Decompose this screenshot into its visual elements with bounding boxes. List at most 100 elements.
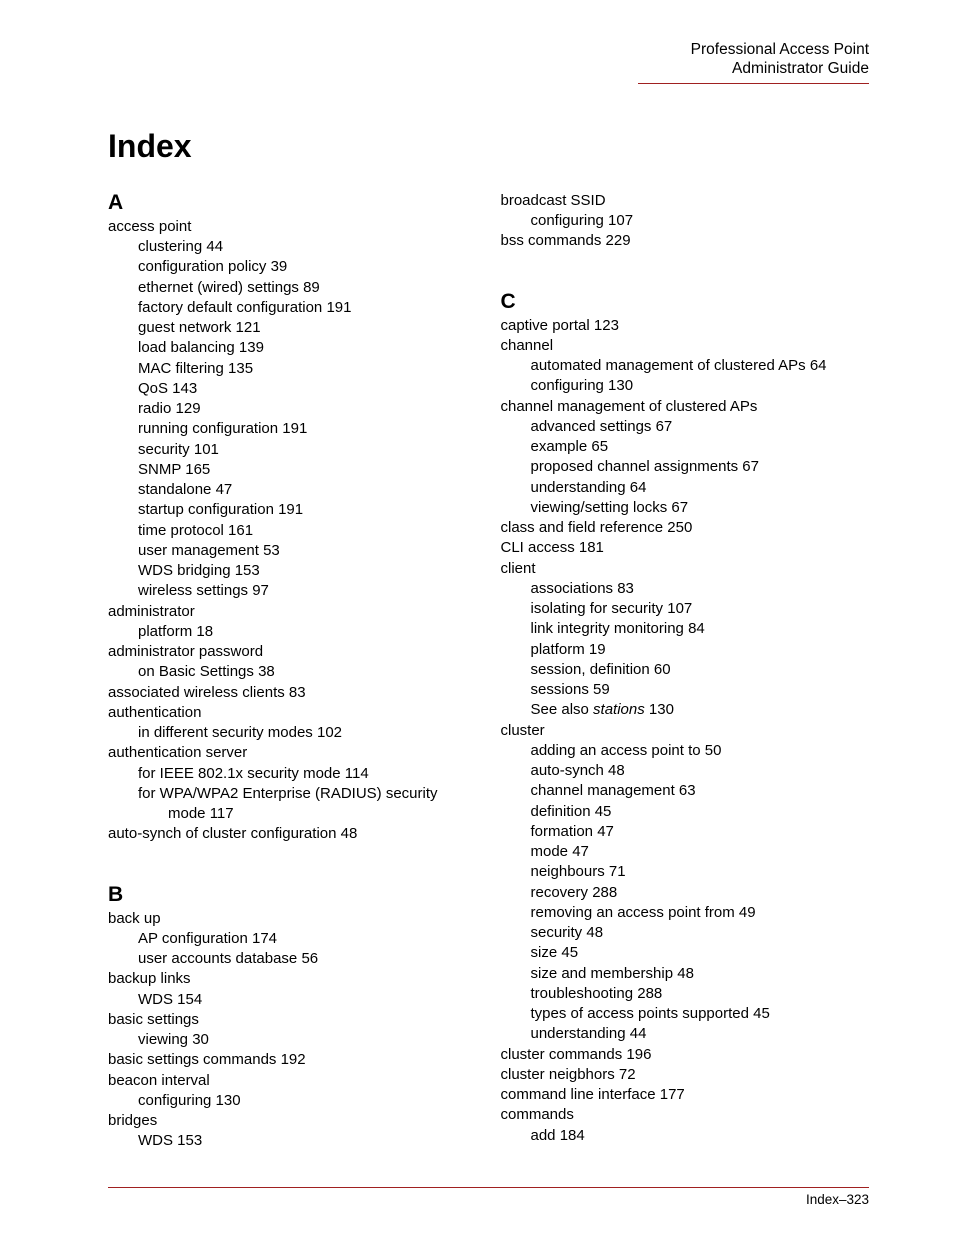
index-entry: configuring 107 <box>501 211 870 231</box>
index-entry: troubleshooting 288 <box>501 984 870 1004</box>
index-entry: time protocol 161 <box>108 521 477 541</box>
index-entry: platform 19 <box>501 640 870 660</box>
index-entry: size 45 <box>501 943 870 963</box>
index-entry: QoS 143 <box>108 379 477 399</box>
index-entry: channel <box>501 336 870 356</box>
index-entry: auto-synch 48 <box>501 761 870 781</box>
index-entry: cluster <box>501 721 870 741</box>
index-column: Aaccess pointclustering 44configuration … <box>108 191 477 1152</box>
index-entry: proposed channel assignments 67 <box>501 457 870 477</box>
index-entry: link integrity monitoring 84 <box>501 619 870 639</box>
index-entry: authentication server <box>108 743 477 763</box>
index-entry: WDS 154 <box>108 990 477 1010</box>
page-header: Professional Access Point Administrator … <box>108 40 869 79</box>
index-entry: for IEEE 802.1x security mode 114 <box>108 764 477 784</box>
index-entry: backup links <box>108 969 477 989</box>
index-entry: standalone 47 <box>108 480 477 500</box>
index-entry: size and membership 48 <box>501 964 870 984</box>
index-entry: configuring 130 <box>108 1091 477 1111</box>
index-entry: class and field reference 250 <box>501 518 870 538</box>
index-entry: recovery 288 <box>501 883 870 903</box>
index-entry: CLI access 181 <box>501 538 870 558</box>
index-column: broadcast SSIDconfiguring 107bss command… <box>501 191 870 1152</box>
index-entry: authentication <box>108 703 477 723</box>
index-entry: add 184 <box>501 1126 870 1146</box>
index-page: Professional Access Point Administrator … <box>0 0 954 1192</box>
index-entry: broadcast SSID <box>501 191 870 211</box>
index-entry: channel management of clustered APs <box>501 397 870 417</box>
header-line-2: Administrator Guide <box>108 59 869 78</box>
index-entry: SNMP 165 <box>108 460 477 480</box>
index-entry: administrator password <box>108 642 477 662</box>
index-entry: WDS bridging 153 <box>108 561 477 581</box>
index-entry: adding an access point to 50 <box>501 741 870 761</box>
index-entry: factory default configuration 191 <box>108 298 477 318</box>
index-entry: commands <box>501 1105 870 1125</box>
index-entry: for WPA/WPA2 Enterprise (RADIUS) securit… <box>108 784 477 804</box>
section-spacer <box>108 845 477 875</box>
index-entry: session, definition 60 <box>501 660 870 680</box>
index-entry: security 101 <box>108 440 477 460</box>
index-entry: radio 129 <box>108 399 477 419</box>
footer-rule <box>108 1187 869 1188</box>
page-footer: Index–323 <box>108 1187 869 1207</box>
index-entry: client <box>501 559 870 579</box>
index-entry: on Basic Settings 38 <box>108 662 477 682</box>
index-entry: in different security modes 102 <box>108 723 477 743</box>
index-section-letter: C <box>501 290 870 314</box>
index-entry: ethernet (wired) settings 89 <box>108 278 477 298</box>
index-entry: guest network 121 <box>108 318 477 338</box>
index-entry: configuration policy 39 <box>108 257 477 277</box>
index-entry: formation 47 <box>501 822 870 842</box>
index-entry: clustering 44 <box>108 237 477 257</box>
index-entry: example 65 <box>501 437 870 457</box>
index-entry: associations 83 <box>501 579 870 599</box>
index-entry: neighbours 71 <box>501 862 870 882</box>
index-entry: access point <box>108 217 477 237</box>
page-title: Index <box>108 128 869 165</box>
index-section-letter: A <box>108 191 477 215</box>
index-entry: WDS 153 <box>108 1131 477 1151</box>
index-entry: AP configuration 174 <box>108 929 477 949</box>
index-entry: isolating for security 107 <box>501 599 870 619</box>
index-entry: basic settings <box>108 1010 477 1030</box>
index-entry: viewing/setting locks 67 <box>501 498 870 518</box>
index-entry: wireless settings 97 <box>108 581 477 601</box>
index-entry: platform 18 <box>108 622 477 642</box>
index-entry: beacon interval <box>108 1071 477 1091</box>
index-entry: user accounts database 56 <box>108 949 477 969</box>
header-line-1: Professional Access Point <box>108 40 869 59</box>
index-entry: understanding 44 <box>501 1024 870 1044</box>
header-rule <box>638 83 869 84</box>
index-entry: definition 45 <box>501 802 870 822</box>
index-entry: auto-synch of cluster configuration 48 <box>108 824 477 844</box>
footer-text: Index–323 <box>108 1192 869 1207</box>
index-entry: load balancing 139 <box>108 338 477 358</box>
index-entry: associated wireless clients 83 <box>108 683 477 703</box>
index-section-letter: B <box>108 883 477 907</box>
index-entry: administrator <box>108 602 477 622</box>
index-entry: back up <box>108 909 477 929</box>
index-entry: types of access points supported 45 <box>501 1004 870 1024</box>
index-entry: viewing 30 <box>108 1030 477 1050</box>
index-entry: MAC filtering 135 <box>108 359 477 379</box>
index-entry: removing an access point from 49 <box>501 903 870 923</box>
index-entry: cluster neigbhors 72 <box>501 1065 870 1085</box>
index-entry: user management 53 <box>108 541 477 561</box>
index-entry: bss commands 229 <box>501 231 870 251</box>
index-entry: command line interface 177 <box>501 1085 870 1105</box>
index-entry: security 48 <box>501 923 870 943</box>
index-entry: captive portal 123 <box>501 316 870 336</box>
index-entry: understanding 64 <box>501 478 870 498</box>
index-entry: startup configuration 191 <box>108 500 477 520</box>
index-entry: automated management of clustered APs 64 <box>501 356 870 376</box>
index-entry: mode 117 <box>108 804 477 824</box>
index-entry: advanced settings 67 <box>501 417 870 437</box>
index-entry: running configuration 191 <box>108 419 477 439</box>
section-spacer <box>501 252 870 282</box>
index-entry: See also stations 130 <box>501 700 870 720</box>
index-columns: Aaccess pointclustering 44configuration … <box>108 191 869 1152</box>
index-entry: bridges <box>108 1111 477 1131</box>
index-entry: basic settings commands 192 <box>108 1050 477 1070</box>
index-entry: mode 47 <box>501 842 870 862</box>
